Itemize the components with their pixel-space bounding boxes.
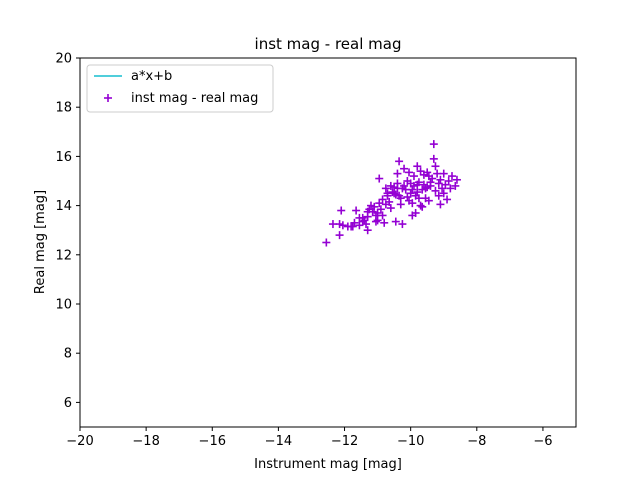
data-point [413, 180, 422, 189]
data-point [391, 217, 400, 226]
data-point [408, 185, 417, 194]
data-point [426, 178, 435, 187]
data-point [350, 218, 359, 227]
data-point [380, 218, 389, 227]
data-point [434, 179, 443, 188]
legend-label-scatter: inst mag - real mag [131, 91, 258, 106]
data-point [386, 204, 395, 213]
chart-title: inst mag - real mag [255, 35, 402, 53]
y-axis-label: Real mag [mag] [33, 190, 48, 294]
data-point [373, 216, 382, 225]
data-point [335, 231, 344, 240]
data-point [413, 162, 422, 171]
data-point [371, 217, 380, 226]
legend-scatter-marker [104, 94, 112, 102]
data-point [385, 197, 394, 206]
data-point [378, 195, 387, 204]
data-point [411, 208, 420, 217]
x-tick-label: −18 [132, 434, 159, 449]
data-point [418, 202, 427, 211]
x-tick-label: −6 [533, 434, 552, 449]
y-tick-label: 8 [64, 347, 72, 362]
data-point [383, 189, 392, 198]
data-point [413, 188, 422, 197]
data-point [322, 238, 331, 247]
data-point [408, 199, 417, 208]
data-point [436, 200, 445, 209]
data-point [409, 172, 418, 181]
data-point [400, 181, 409, 190]
data-point [443, 195, 452, 204]
x-axis-label: Instrument mag [mag] [254, 457, 402, 472]
plot-frame [79, 57, 577, 428]
y-tick-label: 6 [64, 396, 72, 411]
data-point [423, 168, 432, 177]
data-point [352, 206, 361, 215]
y-tick-label: 18 [55, 101, 72, 116]
data-point [381, 184, 390, 193]
data-point [337, 206, 346, 215]
data-point [429, 154, 438, 163]
data-point [395, 157, 404, 166]
y-tick-label: 20 [55, 52, 72, 67]
y-tick-label: 14 [55, 199, 72, 214]
x-tick-label: −8 [467, 434, 486, 449]
data-point [362, 220, 371, 229]
data-point [398, 220, 407, 229]
data-point [375, 174, 384, 183]
x-tick-label: −20 [66, 434, 93, 449]
data-point [421, 184, 430, 193]
data-point [370, 202, 379, 211]
legend-label-fit: a*x+b [131, 69, 172, 84]
x-axis: −20 −18 −16 −14 −12 −10 −8 −6 [66, 427, 553, 449]
data-point [400, 164, 409, 173]
data-point [416, 201, 425, 210]
data-point [406, 189, 415, 198]
data-point [431, 186, 440, 195]
data-point [431, 162, 440, 171]
data-point [439, 169, 448, 178]
data-point [393, 184, 402, 193]
legend-box [86, 64, 274, 113]
data-point [434, 191, 443, 200]
x-tick-label: −14 [265, 434, 292, 449]
data-point [446, 184, 455, 193]
x-tick-label: −10 [397, 434, 424, 449]
legend-plus-marker [104, 94, 112, 102]
data-point [444, 177, 453, 185]
data-point [386, 181, 395, 190]
data-point [436, 175, 445, 184]
data-point [448, 172, 456, 181]
data-point [405, 168, 414, 177]
y-axis: 6 8 10 12 14 16 18 20 [55, 52, 80, 411]
data-point [429, 140, 438, 149]
legend: a*x+b inst mag - real mag [86, 64, 274, 113]
data-point [376, 205, 385, 214]
data-point [424, 172, 433, 181]
data-point [378, 211, 387, 220]
y-tick-label: 12 [55, 248, 72, 263]
plot-area [322, 140, 461, 247]
data-point [338, 221, 347, 230]
x-tick-label: −12 [331, 434, 358, 449]
data-point [452, 175, 461, 184]
x-tick-label: −16 [199, 434, 226, 449]
y-tick-label: 10 [55, 298, 72, 313]
y-tick-label: 16 [55, 150, 72, 165]
data-point [393, 169, 402, 178]
data-point [451, 181, 460, 190]
data-point [439, 189, 448, 198]
data-point [363, 207, 372, 216]
data-point [363, 226, 372, 235]
data-point [348, 222, 357, 231]
data-point [396, 200, 405, 209]
data-point [424, 196, 433, 205]
